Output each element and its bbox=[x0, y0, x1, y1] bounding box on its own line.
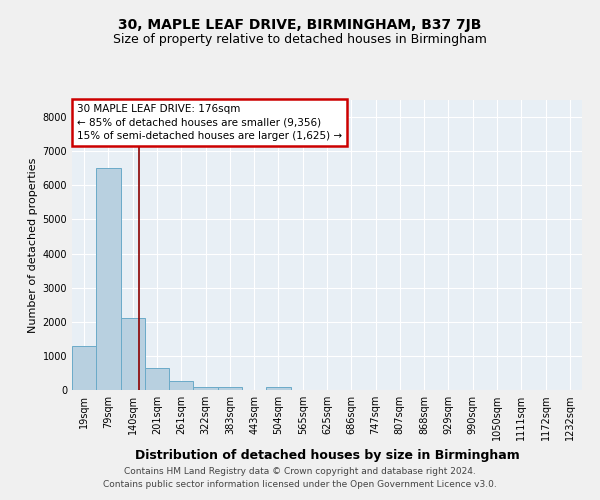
Bar bbox=[193, 386, 218, 390]
Bar bbox=[121, 318, 145, 390]
Bar bbox=[145, 368, 169, 390]
Bar bbox=[169, 381, 193, 390]
Text: 30 MAPLE LEAF DRIVE: 176sqm
← 85% of detached houses are smaller (9,356)
15% of : 30 MAPLE LEAF DRIVE: 176sqm ← 85% of det… bbox=[77, 104, 342, 141]
Bar bbox=[266, 388, 290, 390]
Text: 30, MAPLE LEAF DRIVE, BIRMINGHAM, B37 7JB: 30, MAPLE LEAF DRIVE, BIRMINGHAM, B37 7J… bbox=[118, 18, 482, 32]
Bar bbox=[218, 388, 242, 390]
Text: Contains public sector information licensed under the Open Government Licence v3: Contains public sector information licen… bbox=[103, 480, 497, 489]
Bar bbox=[72, 346, 96, 390]
Text: Contains HM Land Registry data © Crown copyright and database right 2024.: Contains HM Land Registry data © Crown c… bbox=[124, 467, 476, 476]
Bar bbox=[96, 168, 121, 390]
Y-axis label: Number of detached properties: Number of detached properties bbox=[28, 158, 38, 332]
Text: Size of property relative to detached houses in Birmingham: Size of property relative to detached ho… bbox=[113, 32, 487, 46]
X-axis label: Distribution of detached houses by size in Birmingham: Distribution of detached houses by size … bbox=[134, 448, 520, 462]
